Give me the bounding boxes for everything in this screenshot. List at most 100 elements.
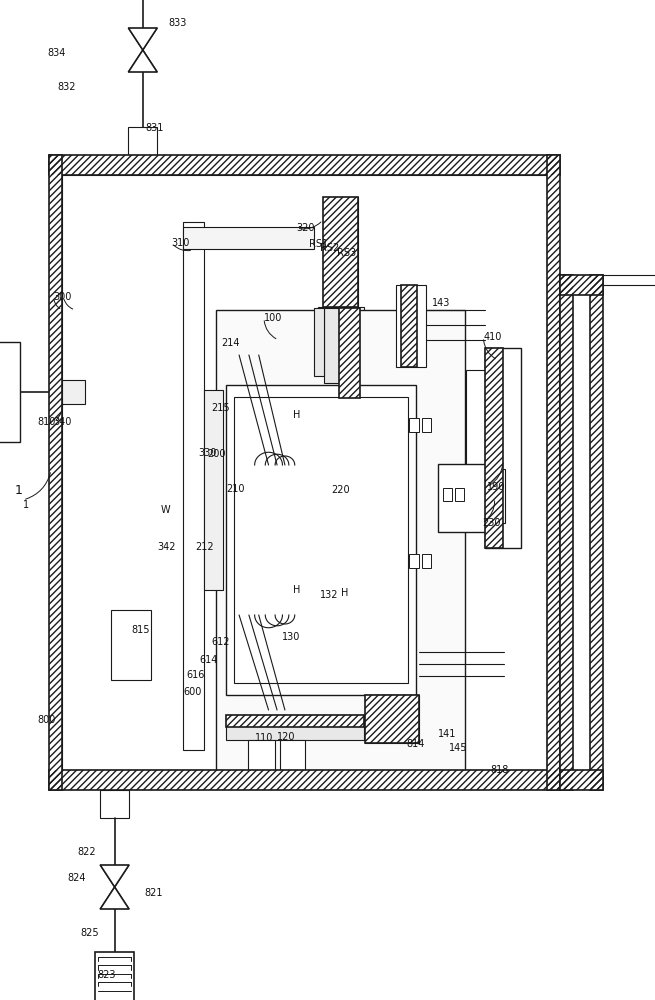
Text: 815: 815 <box>131 625 149 635</box>
Bar <box>49 155 560 175</box>
Text: 833: 833 <box>168 18 187 28</box>
Bar <box>49 155 560 175</box>
Bar <box>485 348 503 548</box>
Bar <box>183 227 314 249</box>
Bar <box>216 310 465 780</box>
Text: 210: 210 <box>227 484 245 494</box>
Text: 212: 212 <box>195 542 214 552</box>
Text: H: H <box>293 585 300 595</box>
Bar <box>100 790 129 818</box>
Bar <box>262 425 377 620</box>
Bar <box>0 342 20 442</box>
Text: 110: 110 <box>255 733 274 743</box>
Text: 214: 214 <box>221 338 240 348</box>
Bar <box>318 307 364 347</box>
Text: 320: 320 <box>297 223 315 233</box>
Text: 832: 832 <box>58 82 76 92</box>
Bar <box>487 469 505 523</box>
Bar <box>248 740 275 770</box>
Bar <box>422 418 431 432</box>
Bar <box>409 418 419 432</box>
Bar <box>339 308 360 398</box>
Bar <box>62 380 85 404</box>
Bar <box>49 770 560 790</box>
Bar <box>226 385 416 695</box>
Text: 822: 822 <box>77 847 96 857</box>
Polygon shape <box>128 28 157 50</box>
Bar <box>226 715 364 727</box>
Bar <box>95 952 134 1000</box>
Polygon shape <box>128 50 157 72</box>
Text: 614: 614 <box>200 655 218 665</box>
Text: 215: 215 <box>212 403 230 413</box>
Text: 824: 824 <box>67 873 86 883</box>
Bar <box>226 715 364 727</box>
Bar <box>590 275 603 790</box>
Bar <box>234 397 408 683</box>
Text: 230: 230 <box>482 518 500 528</box>
Text: 825: 825 <box>81 928 99 938</box>
Bar <box>455 488 464 501</box>
Text: RS3: RS3 <box>337 248 356 258</box>
Text: 100: 100 <box>264 313 282 323</box>
Bar <box>401 285 417 367</box>
Bar <box>183 222 204 750</box>
Bar <box>466 370 485 530</box>
Text: 616: 616 <box>187 670 205 680</box>
Bar <box>560 275 573 790</box>
Bar <box>62 175 547 770</box>
Bar <box>314 308 324 376</box>
Text: 342: 342 <box>157 542 176 552</box>
Bar <box>323 197 358 307</box>
Text: 823: 823 <box>97 970 115 980</box>
Bar <box>485 348 503 548</box>
Bar <box>590 275 603 790</box>
Text: RS1: RS1 <box>309 239 328 249</box>
Bar <box>443 488 452 501</box>
Bar <box>485 348 521 548</box>
Bar <box>560 770 603 790</box>
Bar <box>547 155 560 790</box>
Text: 132: 132 <box>320 590 338 600</box>
Bar <box>324 308 339 383</box>
Bar <box>111 610 151 680</box>
Bar <box>226 715 364 740</box>
Bar <box>255 415 383 630</box>
Text: 1: 1 <box>23 500 29 510</box>
Text: H: H <box>341 588 348 598</box>
Bar <box>438 464 487 532</box>
Text: 141: 141 <box>438 729 456 739</box>
Bar <box>49 155 62 790</box>
Text: 200: 200 <box>207 449 225 459</box>
Text: 800: 800 <box>37 715 56 725</box>
Text: 145: 145 <box>449 743 467 753</box>
Bar <box>365 695 419 743</box>
Text: 831: 831 <box>145 123 164 133</box>
Text: 600: 600 <box>183 687 202 697</box>
Bar <box>422 554 431 568</box>
Text: 818: 818 <box>490 765 508 775</box>
Polygon shape <box>100 865 129 887</box>
Bar <box>547 155 560 790</box>
Text: 834: 834 <box>48 48 66 58</box>
Bar <box>409 554 419 568</box>
Bar <box>560 770 603 790</box>
Text: 340: 340 <box>54 417 72 427</box>
Text: 821: 821 <box>144 888 162 898</box>
Text: 410: 410 <box>483 332 502 342</box>
Polygon shape <box>100 887 129 909</box>
Bar <box>339 308 360 398</box>
Text: 330: 330 <box>198 448 217 458</box>
Text: 300: 300 <box>54 292 72 302</box>
Bar <box>204 390 223 590</box>
Bar <box>323 197 358 307</box>
Bar <box>365 695 419 743</box>
Text: 130: 130 <box>282 632 300 642</box>
Text: 143: 143 <box>432 298 451 308</box>
Bar <box>49 155 62 790</box>
Bar <box>323 197 358 307</box>
Text: 190: 190 <box>487 482 505 492</box>
Text: 810: 810 <box>37 417 56 427</box>
Bar <box>396 285 426 367</box>
Text: 814: 814 <box>406 739 424 749</box>
